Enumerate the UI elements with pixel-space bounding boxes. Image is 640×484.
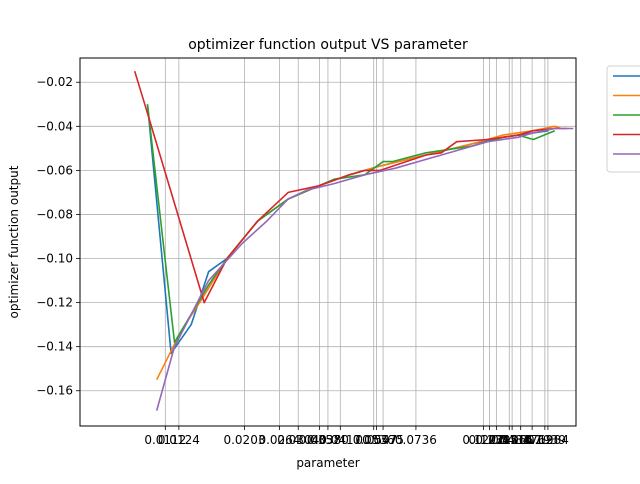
y-tick-label: −0.14 [36, 340, 73, 354]
y-tick-label: −0.08 [36, 207, 73, 221]
y-axis: −0.02 −0.04 −0.06 −0.08 −0.10 −0.12 −0.14 −0.16 [36, 75, 80, 398]
x-tick-label: 0.0575 [362, 433, 404, 447]
chart-title: optimizer function output VS parameter [188, 37, 468, 53]
x-tick-label: 0.0264 [258, 433, 300, 447]
x-tick-label: 0.0112 [144, 433, 186, 447]
x-tick-label: 0.0380 [307, 433, 349, 447]
x-tick-label: 0.0357 [299, 433, 341, 447]
y-tick-label: −0.12 [36, 296, 73, 310]
y-axis-label: optimizer function output [7, 165, 21, 318]
x-tick-label: 0.1222 [462, 433, 504, 447]
y-tick-label: −0.16 [36, 384, 73, 398]
x-tick-label: 0.0124 [158, 433, 200, 447]
legend-box [606, 65, 640, 173]
y-tick-label: −0.02 [36, 75, 73, 89]
x-tick-label: 0.1347 [475, 433, 517, 447]
x-tick-label: 0.0304 [277, 433, 319, 447]
y-tick-label: −0.04 [36, 119, 73, 133]
x-tick-label: 0.0536 [353, 433, 395, 447]
x-tick-label: 0.1279 [468, 433, 510, 447]
x-tick-label: 0.1484 [488, 433, 530, 447]
series-line-5 [155, 127, 574, 411]
x-tick-label: 0.1984 [527, 433, 569, 447]
x-tick-label: 0.1762 [511, 433, 553, 447]
x-tick-label: 0.0736 [395, 433, 437, 447]
y-tick-label: −0.10 [36, 252, 73, 266]
x-axis-label: parameter [296, 456, 359, 470]
x-tick-label: 0.1939 [524, 433, 566, 447]
legend [606, 65, 640, 173]
x-tick-label: 0.1617 [500, 433, 542, 447]
x-tick-label: 0.0203 [223, 433, 265, 447]
x-tick-label: 0.1516 [491, 433, 533, 447]
series-line-4 [133, 70, 568, 304]
series-lines [133, 70, 574, 411]
x-tick-label: 0.0417 [319, 433, 361, 447]
y-tick-label: −0.06 [36, 163, 73, 177]
x-tick-label: 0.0547 [355, 433, 397, 447]
